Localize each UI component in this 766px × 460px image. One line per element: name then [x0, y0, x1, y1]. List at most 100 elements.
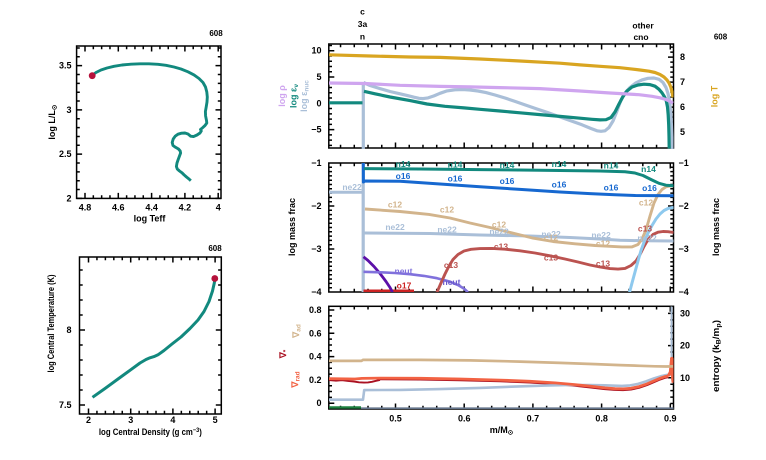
svg-text:c12: c12: [492, 219, 506, 229]
svg-text:7: 7: [680, 77, 685, 87]
svg-text:4: 4: [216, 203, 221, 213]
svg-text:o17: o17: [397, 281, 412, 291]
svg-text:∇*: ∇*: [278, 349, 290, 359]
svg-text:−1: −1: [311, 158, 321, 168]
svg-text:5: 5: [316, 72, 321, 82]
svg-text:0.2: 0.2: [309, 375, 322, 385]
svg-text:c: c: [360, 6, 365, 16]
svg-text:c13: c13: [596, 259, 610, 269]
svg-text:4.8: 4.8: [79, 203, 92, 213]
svg-text:6: 6: [680, 102, 685, 112]
svg-text:5: 5: [213, 415, 218, 425]
svg-text:−4: −4: [311, 287, 321, 297]
svg-text:3.5: 3.5: [59, 61, 72, 71]
svg-text:c12: c12: [639, 198, 653, 208]
svg-text:neut: neut: [443, 277, 461, 287]
svg-text:ne22: ne22: [637, 233, 657, 243]
svg-text:5: 5: [680, 127, 685, 137]
svg-text:3: 3: [66, 105, 71, 115]
svg-text:o16: o16: [396, 171, 411, 181]
svg-text:log mass frac: log mass frac: [711, 198, 721, 256]
svg-text:n14: n14: [448, 160, 463, 170]
svg-text:−4: −4: [679, 287, 689, 297]
svg-text:entropy (kB/mp): entropy (kB/mp): [711, 320, 723, 392]
svg-text:ne22: ne22: [541, 229, 561, 239]
svg-text:c12: c12: [544, 233, 558, 243]
svg-text:c13: c13: [638, 224, 652, 234]
svg-text:4.6: 4.6: [112, 203, 125, 213]
svg-text:m/M⊙: m/M⊙: [490, 425, 514, 437]
svg-text:o16: o16: [448, 173, 463, 183]
svg-text:608: 608: [208, 244, 222, 253]
svg-text:−2: −2: [679, 201, 689, 211]
svg-text:0.8: 0.8: [309, 305, 322, 315]
svg-text:7.5: 7.5: [59, 400, 72, 410]
svg-text:−5: −5: [311, 125, 321, 135]
svg-text:other: other: [632, 21, 654, 31]
svg-text:2: 2: [66, 193, 71, 203]
svg-text:0.6: 0.6: [458, 414, 471, 424]
svg-text:log εnuc: log εnuc: [299, 80, 311, 112]
svg-text:n14: n14: [641, 164, 656, 174]
svg-text:3a: 3a: [358, 19, 368, 29]
svg-text:20: 20: [680, 341, 690, 351]
svg-text:cno: cno: [633, 32, 648, 42]
svg-text:c13: c13: [444, 260, 458, 270]
svg-text:10: 10: [311, 46, 321, 56]
svg-text:n14: n14: [604, 160, 619, 170]
svg-text:c13: c13: [494, 242, 508, 252]
svg-text:log ρ: log ρ: [277, 85, 287, 107]
svg-text:608: 608: [209, 29, 223, 38]
svg-text:c12: c12: [440, 205, 454, 215]
svg-text:log T: log T: [710, 85, 720, 107]
svg-text:2.5: 2.5: [59, 149, 72, 159]
svg-text:2: 2: [86, 415, 91, 425]
svg-text:n: n: [360, 32, 365, 42]
svg-text:0.5: 0.5: [389, 414, 402, 424]
svg-text:0: 0: [316, 98, 321, 108]
svg-text:4.2: 4.2: [179, 203, 192, 213]
svg-text:8: 8: [66, 325, 71, 335]
svg-text:n14: n14: [552, 159, 567, 169]
svg-text:8: 8: [680, 52, 685, 62]
svg-text:ne22: ne22: [385, 222, 405, 232]
svg-text:4.4: 4.4: [145, 203, 158, 213]
svg-text:log L/L⊙: log L/L⊙: [47, 104, 59, 140]
svg-text:−3: −3: [311, 244, 321, 254]
svg-text:30: 30: [680, 308, 690, 318]
svg-text:log mass frac: log mass frac: [287, 198, 297, 256]
svg-text:log Central Density (g cm−3): log Central Density (g cm−3): [99, 427, 202, 437]
svg-text:−1: −1: [679, 158, 689, 168]
svg-text:∇rad: ∇rad: [290, 371, 302, 388]
svg-text:o16: o16: [642, 183, 657, 193]
svg-text:o16: o16: [500, 176, 515, 186]
svg-text:0.8: 0.8: [595, 414, 608, 424]
svg-text:o16: o16: [604, 183, 619, 193]
svg-text:n14: n14: [500, 160, 515, 170]
svg-text:c12: c12: [388, 200, 402, 210]
svg-text:0.6: 0.6: [309, 328, 322, 338]
svg-text:ne22: ne22: [437, 225, 457, 235]
svg-text:c13: c13: [544, 253, 558, 263]
svg-text:10: 10: [680, 373, 690, 383]
svg-text:0.7: 0.7: [527, 414, 540, 424]
svg-text:log Central Temperature (K): log Central Temperature (K): [46, 275, 56, 373]
svg-text:neut: neut: [395, 266, 413, 276]
svg-text:ne22: ne22: [591, 230, 611, 240]
svg-text:0.4: 0.4: [309, 352, 322, 362]
svg-text:3: 3: [128, 415, 133, 425]
svg-text:n14: n14: [396, 159, 411, 169]
svg-text:log Teff: log Teff: [134, 214, 167, 224]
svg-text:0.9: 0.9: [664, 414, 677, 424]
svg-text:∇ad: ∇ad: [291, 324, 303, 339]
svg-text:−3: −3: [679, 244, 689, 254]
svg-text:ne22: ne22: [342, 182, 362, 192]
svg-text:4: 4: [170, 415, 175, 425]
svg-text:0: 0: [316, 398, 321, 408]
svg-text:o16: o16: [552, 179, 567, 189]
svg-text:ne22: ne22: [489, 227, 509, 237]
svg-text:log εν: log εν: [289, 84, 301, 108]
svg-text:−2: −2: [311, 201, 321, 211]
svg-text:608: 608: [714, 33, 728, 42]
svg-text:c12: c12: [596, 238, 610, 248]
